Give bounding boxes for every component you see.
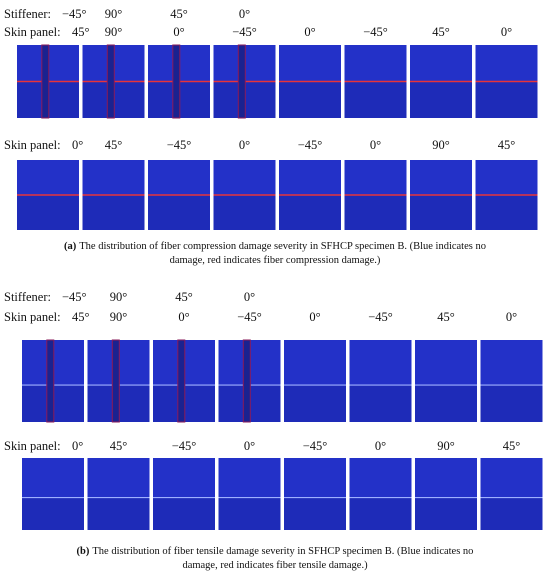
skin-angle: 45°: [72, 25, 90, 39]
skin-angle: −45°: [172, 439, 197, 453]
skin-angle: 0°: [244, 439, 255, 453]
skin-angle: 90°: [105, 25, 123, 39]
skin-angle: 45°: [437, 310, 455, 324]
caption-tag: (b): [76, 546, 90, 557]
skin-angle: 0°: [501, 25, 512, 39]
skin-angle: 0°: [239, 138, 250, 152]
tile-shade: [153, 497, 215, 530]
skin-angle: 0°: [72, 138, 83, 152]
skin-angle: −45°: [167, 138, 192, 152]
stiffener: [177, 339, 186, 423]
tile-shade: [480, 385, 543, 422]
stiffener: [41, 44, 50, 119]
skin-angle: 0°: [309, 310, 320, 324]
tile-shade: [344, 81, 407, 118]
skin-angle: 0°: [173, 25, 184, 39]
skin-angle: −45°: [368, 310, 393, 324]
tile-shade: [344, 195, 407, 230]
tile-shade: [17, 195, 79, 230]
caption-tag: (a): [64, 241, 77, 252]
skin-angle: 0°: [304, 25, 315, 39]
stiffener: [242, 339, 251, 423]
tile-shade: [279, 195, 341, 230]
tile-shade: [475, 195, 538, 230]
tile-shade: [82, 195, 145, 230]
caption-text: The distribution of fiber compression da…: [79, 241, 486, 266]
stiffener: [46, 339, 55, 423]
stiffener-angle: 45°: [170, 7, 188, 21]
tile-shade: [284, 497, 346, 530]
skin-angle: −45°: [363, 25, 388, 39]
caption: (a) The distribution of fiber compression…: [60, 240, 490, 268]
tile-shade: [480, 497, 543, 530]
skin-angle: −45°: [232, 25, 257, 39]
tile-shade: [213, 195, 276, 230]
skin-angle: 90°: [437, 439, 455, 453]
tile-shade: [415, 497, 477, 530]
skin-angle: 0°: [375, 439, 386, 453]
skin-angle: 45°: [110, 439, 128, 453]
skin-angle: 45°: [72, 310, 90, 324]
stiffener-angle: 90°: [110, 290, 128, 304]
caption: (b) The distribution of fiber tensile dam…: [60, 545, 490, 573]
skin-angle: −45°: [237, 310, 262, 324]
skin-angle: 0°: [178, 310, 189, 324]
stiffener: [111, 339, 120, 423]
tile-shade: [284, 385, 346, 422]
skin-angle: 45°: [498, 138, 516, 152]
stiffener: [106, 44, 115, 119]
tile-shade: [87, 497, 150, 530]
stiffener: [172, 44, 181, 119]
skin-panel-label: Skin panel:: [4, 25, 61, 39]
stiffener-label: Stiffener:: [4, 290, 51, 304]
tile-shade: [22, 497, 84, 530]
stiffener: [237, 44, 246, 119]
tile-shade: [279, 81, 341, 118]
tile-shade: [148, 195, 210, 230]
tile-shade: [349, 497, 412, 530]
stiffener-angle: −45°: [62, 290, 87, 304]
stiffener-angle: 90°: [105, 7, 123, 21]
skin-angle: 90°: [432, 138, 450, 152]
caption-text: The distribution of fiber tensile damage…: [92, 546, 474, 571]
skin-angle: 45°: [105, 138, 123, 152]
skin-angle: 90°: [110, 310, 128, 324]
tile-shade: [349, 385, 412, 422]
skin-angle: 0°: [370, 138, 381, 152]
stiffener-angle: 45°: [175, 290, 193, 304]
skin-angle: 0°: [506, 310, 517, 324]
tile-shade: [475, 81, 538, 118]
tile-shade: [410, 81, 472, 118]
skin-panel-label: Skin panel:: [4, 138, 61, 152]
stiffener-angle: 0°: [244, 290, 255, 304]
tile-shade: [410, 195, 472, 230]
stiffener-angle: 0°: [239, 7, 250, 21]
skin-angle: −45°: [298, 138, 323, 152]
skin-angle: −45°: [303, 439, 328, 453]
stiffener-angle: −45°: [62, 7, 87, 21]
tile-shade: [218, 497, 281, 530]
stiffener-label: Stiffener:: [4, 7, 51, 21]
tile-shade: [415, 385, 477, 422]
skin-angle: 0°: [72, 439, 83, 453]
skin-panel-label: Skin panel:: [4, 310, 61, 324]
skin-panel-label: Skin panel:: [4, 439, 61, 453]
skin-angle: 45°: [503, 439, 521, 453]
skin-angle: 45°: [432, 25, 450, 39]
